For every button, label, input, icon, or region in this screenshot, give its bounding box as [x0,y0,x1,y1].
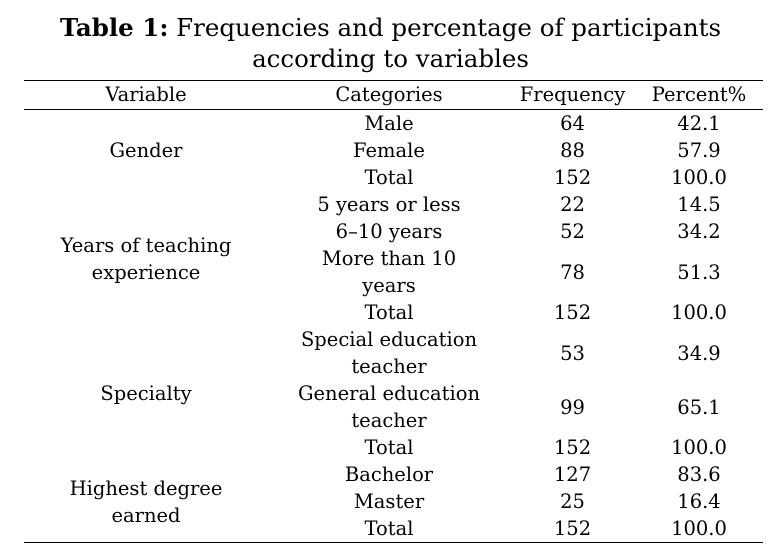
percent-cell: 34.2 [677,220,721,243]
table-row: Highest degree earned Bachelor 127 83.6 [24,461,763,527]
percent-cell: 100.0 [671,166,727,189]
table-row: Total 152 100.0 [24,515,763,543]
frequency-cell: 64 [560,112,585,135]
caption-line-1: Table 1: Frequencies and percentage of p… [0,12,781,43]
percent-cell: 51.3 [677,260,721,284]
category-cell: Special education teacher [268,326,510,380]
category-label: 5 years or less [317,193,461,216]
table-row: Years of teaching experience 5 years or le… [24,191,763,284]
frequency-cell: 78 [560,260,585,284]
percent-cell: 65.1 [677,395,721,419]
variable-label: Highest degree [69,476,223,500]
frequency-cell: 152 [553,166,592,189]
percent-cell: 14.5 [677,193,721,216]
category-label-continued: teacher [351,409,427,432]
caption-label: Table 1: [59,13,169,42]
category-label: Male [364,112,414,135]
category-cell: Bachelor [268,461,510,488]
category-label: Total [364,436,414,459]
variable-label: Years of teaching [60,233,232,257]
header-row: Variable Categories Frequency Percent% [24,80,763,110]
table-row: General education teacher 99 65.1 [24,380,763,434]
header-percent: Percent% [651,83,747,106]
caption-text-line-2: according to variables [252,44,529,73]
table-row: Total 152 100.0 [24,299,763,326]
category-label: Special education [300,328,478,351]
category-cell: Female [268,137,510,164]
table-row: Total 152 100.0 [24,164,763,191]
frequency-table: Variable Categories Frequency Percent% G… [24,80,763,543]
variable-cell: Specialty [24,326,268,461]
category-cell: Master [268,488,510,515]
frequency-cell: 152 [553,301,592,324]
variable-label: Specialty [100,382,192,405]
frequency-cell: 88 [560,139,585,162]
table-row: More than 10 years 78 51.3 [24,245,763,299]
category-cell: Total [268,299,510,326]
category-cell: Total [268,164,510,191]
category-cell: General education teacher [268,380,510,434]
table-row: Female 88 57.9 [24,137,763,164]
frequency-cell: 52 [560,220,585,243]
table-caption: Table 1: Frequencies and percentage of p… [0,12,781,74]
category-label: Total [364,517,414,540]
percent-cell: 42.1 [677,112,721,135]
table-row: Specialty Special education teacher 53 34.9 [24,326,763,405]
frequency-cell: 99 [560,395,585,419]
category-label: Female [353,139,425,162]
category-cell: Male [268,110,510,138]
variable-cell: Highest degree earned [24,461,268,543]
category-cell: Total [268,515,510,543]
frequency-cell: 127 [553,463,592,486]
variable-cell: Gender [24,110,268,192]
category-label: General education [297,382,481,405]
category-label: More than 10 [321,247,457,270]
category-cell: Total [268,434,510,461]
percent-cell: 100.0 [671,517,727,540]
percent-cell: 57.9 [677,139,721,162]
frequency-cell: 53 [560,341,585,365]
category-cell: 5 years or less [268,191,510,218]
header-frequency: Frequency [519,83,626,106]
category-cell: 6–10 years [268,218,510,245]
percent-cell: 100.0 [671,436,727,459]
header-categories: Categories [335,83,443,106]
variable-label-continued: experience [91,260,201,284]
header-variable: Variable [105,83,187,106]
frequency-cell: 152 [553,436,592,459]
category-cell: More than 10 years [268,245,510,299]
table-row: 6–10 years 52 34.2 [24,218,763,245]
variable-cell: Years of teaching experience [24,191,268,326]
category-label: Master [353,490,425,513]
frequency-cell: 152 [553,517,592,540]
table-body: Gender Male 64 42.1 Female 88 57.9 Total 152 100.… [24,110,763,543]
percent-cell: 83.6 [677,463,721,486]
frequency-cell: 22 [560,193,585,216]
category-label: Total [364,166,414,189]
frequency-cell: 25 [560,490,585,513]
percent-cell: 100.0 [671,301,727,324]
category-label-continued: years [362,274,416,297]
percent-cell: 16.4 [677,490,721,513]
table-row: Total 152 100.0 [24,434,763,461]
variable-label: Gender [109,139,183,162]
caption-text-line-1: Frequencies and percentage of participan… [168,13,722,42]
category-label: Bachelor [344,463,434,486]
variable-label-continued: earned [111,503,181,527]
category-label-continued: teacher [351,355,427,378]
percent-cell: 34.9 [677,341,721,365]
category-label: 6–10 years [335,220,443,243]
table-row: Master 25 16.4 [24,488,763,515]
table-row: Gender Male 64 42.1 [24,110,763,162]
category-label: Total [364,301,414,324]
